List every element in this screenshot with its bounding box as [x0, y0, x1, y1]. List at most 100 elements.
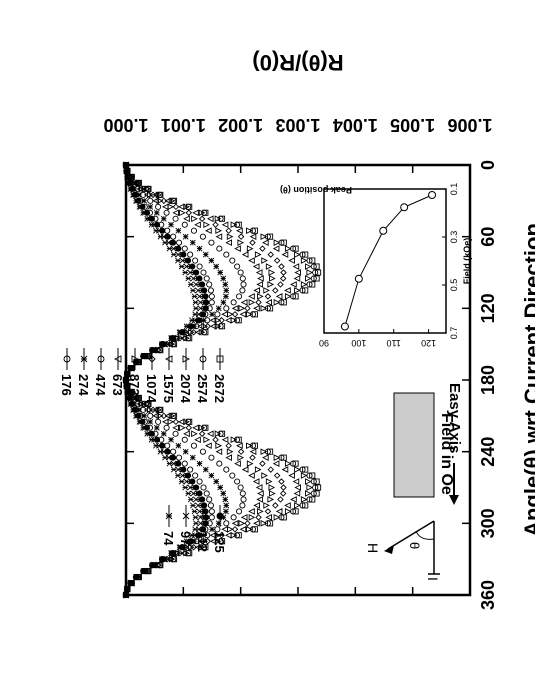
point-176-295 [208, 514, 215, 521]
legend-marker-474 [97, 355, 105, 363]
point-274-130 [200, 317, 207, 324]
point-112-80 [182, 257, 188, 264]
point-1074-220 [185, 424, 193, 432]
point-474-300 [223, 520, 230, 527]
point-673-310 [209, 531, 217, 539]
y-tick-label: 1.005 [390, 115, 435, 135]
point-2672-110 [292, 293, 299, 300]
point-74-295 [192, 514, 199, 521]
y-tick-label: 1.003 [275, 115, 320, 135]
point-1575-235 [236, 442, 243, 450]
point-2074-320 [198, 543, 206, 551]
inset-x-label: Field (kOe) [462, 238, 472, 285]
point-1074-240 [237, 448, 245, 455]
inset-x-tick-label: 0.1 [449, 183, 459, 196]
point-873-45 [191, 215, 198, 223]
point-74-80 [175, 257, 181, 264]
point-176-280 [206, 496, 213, 503]
point-2074-90 [306, 269, 314, 276]
point-873-260 [261, 472, 268, 479]
point-112-260 [182, 472, 188, 479]
point-673-225 [183, 430, 190, 438]
point-274-30 [141, 197, 148, 204]
point-2074-290 [284, 508, 292, 515]
point-2672-260 [309, 472, 316, 479]
point-873-105 [263, 287, 270, 294]
point-2074-300 [260, 520, 268, 527]
point-1575-225 [206, 430, 214, 438]
point-2574-125 [249, 311, 257, 318]
easy-axis-bar [393, 392, 435, 498]
point-1575-65 [262, 239, 269, 246]
point-1074-130 [218, 317, 225, 324]
point-1575-280 [290, 496, 297, 503]
point-176-290 [208, 508, 215, 515]
point-2672-265 [313, 478, 320, 485]
legend-title: Field in Oe [438, 413, 455, 495]
point-274-85 [213, 263, 220, 270]
point-2574-50 [233, 221, 241, 228]
point-474-295 [230, 514, 237, 521]
point-2574-220 [201, 424, 208, 431]
point-474-270 [237, 484, 244, 491]
point-97-270 [187, 484, 194, 491]
point-2672-65 [280, 239, 287, 246]
point-274-80 [208, 257, 215, 264]
y-axis-label: R(θ)/R(0) [252, 50, 343, 75]
point-873-40 [179, 209, 186, 217]
point-873-65 [237, 239, 245, 246]
legend-item: 673 [110, 348, 125, 396]
point-97-260 [179, 472, 186, 479]
point-97-300 [197, 520, 204, 527]
point-274-45 [160, 215, 167, 222]
point-74-320 [176, 544, 183, 551]
legend-label-1074: 1074 [144, 374, 159, 404]
point-2074-285 [294, 502, 301, 509]
point-2672-270 [315, 484, 322, 491]
point-274-220 [153, 424, 160, 431]
inset-y-tick-label: 90 [319, 338, 329, 348]
point-1074-225 [198, 430, 206, 437]
x-axis-label: Angle(θ) wrt Current Direction [520, 223, 535, 537]
point-176-90 [200, 269, 207, 276]
point-1575-270 [294, 484, 301, 491]
point-2074-280 [300, 496, 308, 503]
point-74-175 [124, 371, 131, 377]
point-74-190 [124, 389, 131, 395]
point-74-280 [187, 496, 194, 503]
point-97-255 [175, 466, 182, 473]
point-274-65 [189, 239, 196, 246]
point-673-260 [248, 472, 255, 479]
point-1074-40 [185, 209, 193, 217]
point-474-265 [234, 478, 241, 485]
point-112-95 [193, 275, 199, 282]
point-2074-195 [135, 394, 142, 402]
point-1575-245 [262, 454, 269, 461]
point-2574-130 [233, 317, 241, 324]
point-873-60 [226, 233, 234, 240]
point-74-95 [185, 275, 192, 282]
point-1074-80 [273, 257, 281, 264]
point-2074-100 [300, 281, 308, 288]
point-1074-295 [255, 514, 262, 521]
point-1575-70 [272, 245, 280, 252]
point-474-285 [239, 502, 246, 509]
point-1074-70 [259, 245, 266, 252]
point-97-265 [183, 478, 190, 485]
point-74-55 [153, 227, 159, 234]
point-2574-145 [185, 335, 192, 342]
inset-y-tick-label: 120 [421, 338, 436, 348]
point-97-290 [196, 508, 203, 515]
point-1074-50 [212, 221, 219, 228]
point-474-215 [155, 418, 162, 425]
point-873-290 [257, 508, 264, 515]
point-1575-210 [164, 412, 172, 420]
point-2074-30 [168, 197, 176, 205]
point-873-50 [203, 221, 211, 229]
legend-marker-2574 [199, 355, 207, 363]
point-97-110 [196, 293, 203, 300]
point-673-290 [248, 508, 255, 515]
point-873-230 [203, 436, 211, 444]
point-2672-120 [266, 305, 274, 312]
point-2074-315 [214, 537, 222, 545]
